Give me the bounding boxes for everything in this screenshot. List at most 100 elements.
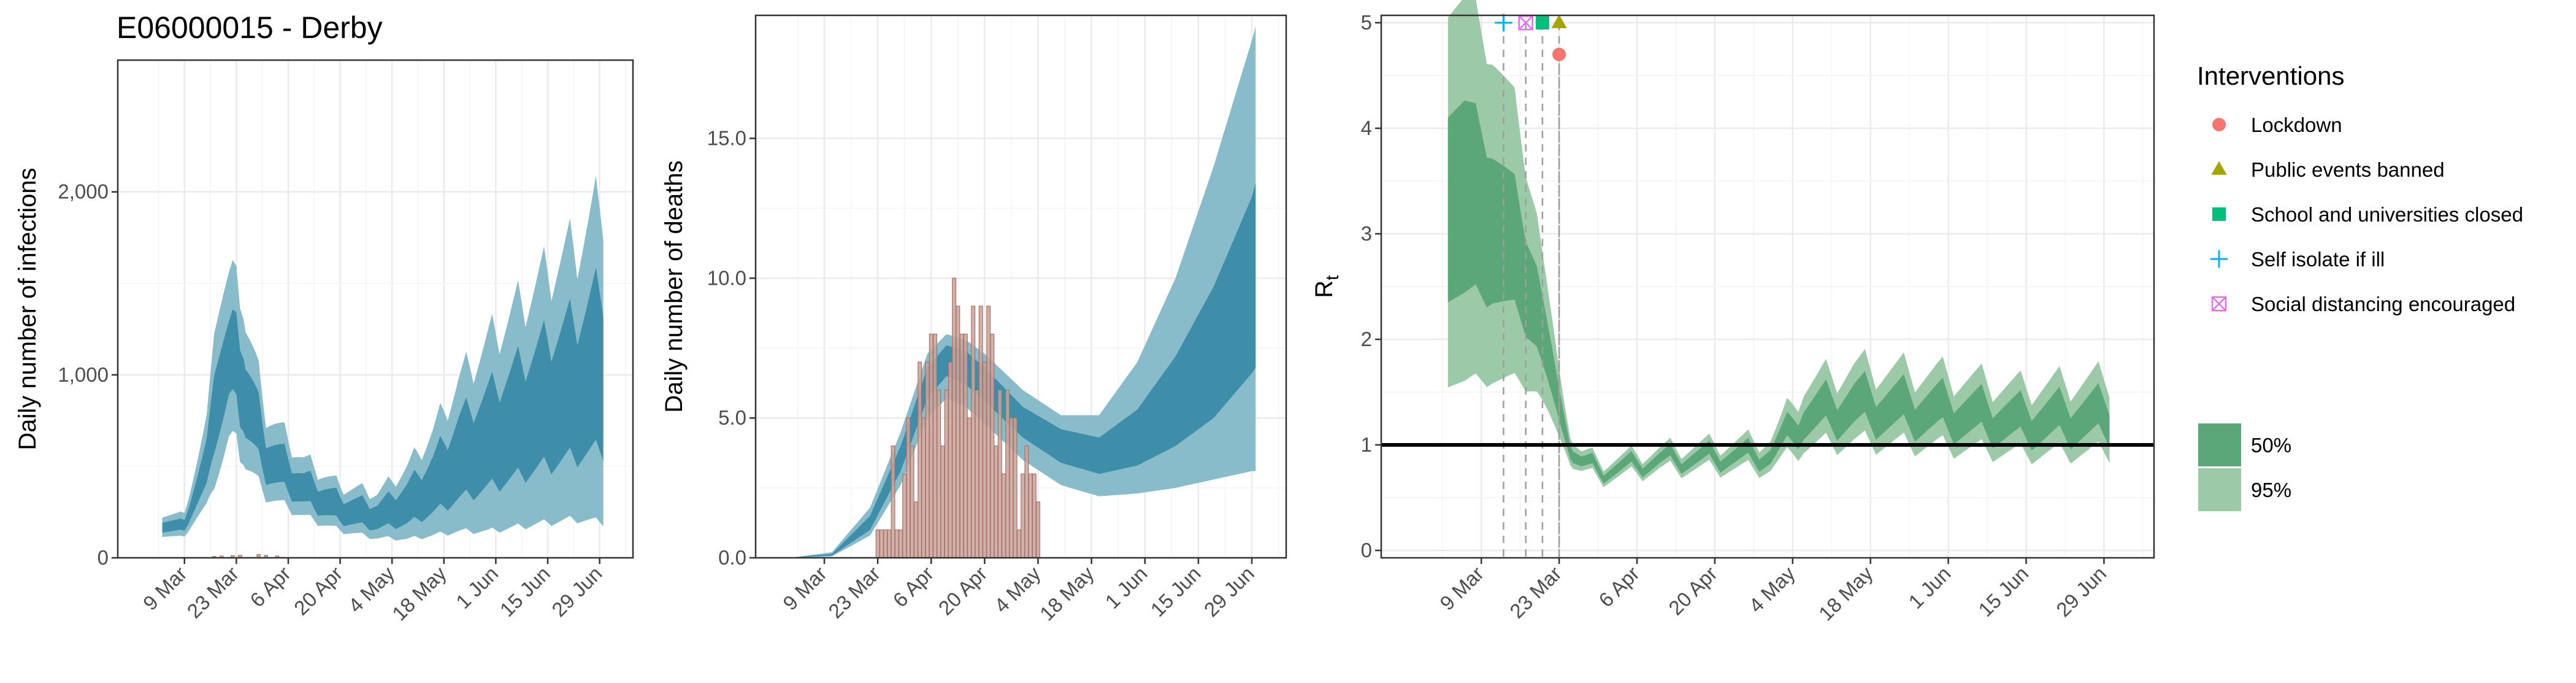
y-axis-label-main: R: [1311, 280, 1338, 298]
legend-item-label: Lockdown: [2251, 114, 2342, 136]
y-tick-label: 10.0: [707, 266, 746, 289]
legend-key-square: [2212, 207, 2226, 221]
legend-ci-label: 50%: [2251, 434, 2291, 457]
death-bar: [899, 529, 903, 558]
x-tick-label: 18 May: [1814, 561, 1877, 625]
y-tick-label: 2: [1361, 328, 1372, 350]
x-tick-label: 15 Jun: [496, 562, 554, 621]
legend-ci-label: 95%: [2251, 479, 2291, 501]
x-tick-label: 15 Jun: [1146, 562, 1205, 621]
y-tick-label: 1,000: [58, 363, 109, 386]
death-bar: [956, 306, 960, 558]
interventions: [1495, 14, 1567, 558]
y-tick-label: 0: [1361, 539, 1372, 561]
ci50-band: [162, 267, 604, 533]
y-tick-label: 5.0: [718, 406, 746, 429]
y-axis-label: Daily number of deaths: [661, 160, 688, 412]
death-bar: [906, 417, 911, 558]
death-bar: [1009, 417, 1014, 558]
death-bar: [990, 333, 995, 558]
y-tick-label: 0.0: [718, 546, 746, 569]
death-bar: [963, 333, 968, 558]
x-tick-label: 1 Jun: [1904, 562, 1955, 613]
y-tick-label: 3: [1361, 222, 1372, 245]
death-bar: [944, 389, 949, 558]
x-tick-label: 29 Jun: [547, 562, 606, 621]
x-tick-label: 23 Mar: [183, 562, 243, 623]
x-tick-label: 20 Apr: [289, 562, 347, 620]
death-bar: [1028, 473, 1033, 558]
death-bar: [902, 473, 907, 558]
legend-item-label: Self isolate if ill: [2251, 248, 2385, 271]
death-bar: [929, 333, 933, 558]
death-bar: [918, 361, 922, 558]
ci50-band: [794, 183, 1256, 558]
death-bar: [879, 529, 884, 558]
death-bar: [891, 446, 895, 558]
legend-item-label: Public events banned: [2251, 158, 2445, 181]
x-tick-label: 20 Apr: [934, 562, 992, 620]
death-bar: [959, 333, 964, 558]
death-bar: [894, 529, 899, 558]
x-tick-label: 23 Mar: [824, 562, 884, 623]
legend-title: Interventions: [2197, 61, 2344, 90]
x-tick-label: 29 Jun: [2052, 562, 2110, 621]
y-tick-label: 1: [1361, 433, 1372, 456]
legend-ci-key: [2198, 423, 2241, 466]
legend-key-boxx: [2211, 296, 2227, 312]
boxx-stroke: [2212, 296, 2226, 311]
x-tick-label: 4 May: [1744, 561, 1800, 617]
panel-border: [1380, 14, 2155, 559]
y-tick-label: 15.0: [707, 126, 746, 149]
death-bar: [875, 529, 880, 558]
death-bar: [971, 306, 976, 558]
x-tick-label: 20 Apr: [1664, 562, 1722, 620]
figure-title: E06000015 - Derby: [117, 10, 383, 45]
legend-key-circle: [2212, 118, 2226, 131]
x-tick-label: 9 Mar: [778, 562, 831, 615]
x-tick-label: 6 Apr: [245, 562, 295, 612]
y-tick-label: 0: [98, 546, 109, 569]
death-bar: [940, 446, 945, 558]
death-bar: [933, 333, 937, 558]
y-axis-label: Rt: [1311, 275, 1343, 298]
x-tick-label: 23 Mar: [1505, 562, 1566, 623]
y-tick-label: 4: [1361, 117, 1372, 139]
intervention-marker: [1551, 14, 1567, 28]
boxx-frame: [2211, 296, 2227, 312]
death-bar: [887, 529, 892, 558]
y-axis-label: Daily number of infections: [14, 168, 41, 450]
death-bar: [967, 417, 972, 558]
legend-item-label: School and universities closed: [2251, 203, 2523, 226]
death-bar: [921, 417, 926, 558]
death-bar: [1036, 501, 1040, 558]
death-bar: [937, 389, 941, 558]
x-tick-label: 1 Jun: [1100, 562, 1151, 613]
death-bar: [1024, 446, 1029, 558]
death-bar: [883, 529, 888, 558]
death-bar: [986, 306, 991, 558]
x-tick-label: 6 Apr: [1594, 562, 1644, 612]
ci50-band: [1447, 100, 2110, 484]
x-tick-label: 9 Mar: [1435, 562, 1488, 615]
death-bar: [948, 361, 953, 558]
panel-border: [117, 59, 634, 559]
death-bar: [994, 446, 999, 558]
intervention-marker: [1495, 14, 1512, 32]
legend-ci-key: [2198, 468, 2241, 511]
death-bar: [925, 361, 930, 558]
death-bar: [1016, 529, 1021, 558]
death-bar: [978, 306, 983, 558]
rt-panel: 9 Mar 23 Mar 6 Apr 20 Apr 4 May 18 May 1 Jun 15…: [1311, 0, 2155, 625]
intervention-marker: [1552, 47, 1566, 61]
death-bar: [975, 389, 979, 558]
death-bar: [997, 389, 1002, 558]
legend-key-plus: [2210, 250, 2228, 268]
death-bar: [913, 501, 918, 558]
y-tick-label: 2,000: [58, 180, 109, 203]
interventions-legend: Interventions Lockdown Public events banne…: [2197, 61, 2523, 511]
x-tick-label: 1 Jun: [451, 562, 502, 613]
death-bar: [910, 446, 914, 558]
